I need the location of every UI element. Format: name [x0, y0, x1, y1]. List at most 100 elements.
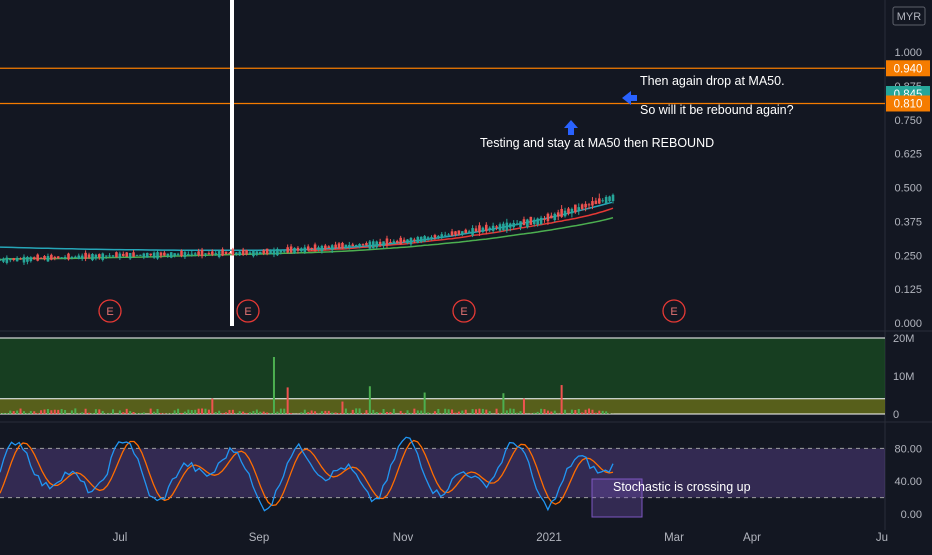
candle[interactable] [197, 251, 200, 255]
volume-bar[interactable] [256, 410, 258, 414]
volume-bar[interactable] [239, 411, 241, 414]
candle[interactable] [149, 254, 152, 256]
volume-bar[interactable] [174, 410, 176, 414]
candle[interactable] [12, 258, 15, 260]
candle[interactable] [273, 250, 276, 255]
volume-bar[interactable] [287, 387, 289, 414]
volume-bar[interactable] [403, 413, 405, 414]
candle[interactable] [173, 253, 176, 256]
candle[interactable] [526, 220, 529, 228]
volume-bar[interactable] [461, 411, 463, 414]
volume-bar[interactable] [465, 410, 467, 414]
candle[interactable] [115, 252, 118, 257]
candle[interactable] [143, 253, 146, 257]
candle[interactable] [317, 247, 320, 249]
candle[interactable] [540, 218, 543, 225]
volume-bar[interactable] [338, 413, 340, 414]
candle[interactable] [348, 245, 351, 247]
volume-bar[interactable] [16, 411, 18, 414]
candle[interactable] [40, 258, 43, 259]
volume-bar[interactable] [276, 412, 278, 414]
volume-bar[interactable] [122, 412, 124, 414]
volume-bar[interactable] [355, 408, 357, 414]
candle[interactable] [187, 254, 190, 255]
candle[interactable] [519, 221, 522, 227]
volume-bar[interactable] [328, 411, 330, 414]
candle[interactable] [43, 256, 46, 259]
volume-bar[interactable] [413, 409, 415, 414]
volume-bar[interactable] [451, 410, 453, 414]
candle[interactable] [382, 241, 385, 246]
volume-bar[interactable] [564, 410, 566, 414]
candle[interactable] [2, 259, 5, 262]
candle[interactable] [84, 253, 87, 259]
candle[interactable] [242, 250, 245, 255]
candle[interactable] [440, 234, 443, 238]
volume-bar[interactable] [71, 410, 73, 414]
volume-bar[interactable] [365, 410, 367, 414]
candle[interactable] [492, 226, 495, 231]
candle[interactable] [23, 257, 26, 263]
volume-bar[interactable] [280, 409, 282, 414]
volume-bar[interactable] [30, 411, 32, 414]
volume-bar[interactable] [362, 413, 364, 414]
candle[interactable] [321, 246, 324, 251]
volume-bar[interactable] [2, 413, 4, 414]
volume-bar[interactable] [119, 410, 121, 414]
volume-bar[interactable] [513, 409, 515, 414]
volume-bar[interactable] [160, 413, 162, 414]
candle[interactable] [516, 223, 519, 225]
candle[interactable] [283, 251, 286, 252]
volume-bar[interactable] [201, 408, 203, 414]
candle[interactable] [91, 254, 94, 260]
volume-bar[interactable] [198, 409, 200, 414]
candle[interactable] [105, 255, 108, 256]
volume-bar[interactable] [232, 410, 234, 414]
volume-bar[interactable] [400, 411, 402, 414]
volume-bar[interactable] [485, 410, 487, 414]
volume-bar[interactable] [472, 409, 474, 414]
candle[interactable] [16, 258, 19, 261]
candle[interactable] [290, 246, 293, 252]
volume-bar[interactable] [437, 409, 439, 414]
volume-bar[interactable] [270, 413, 272, 414]
candle[interactable] [461, 231, 464, 234]
volume-bar[interactable] [389, 412, 391, 414]
candle[interactable] [406, 239, 409, 243]
volume-bar[interactable] [300, 412, 302, 414]
candle[interactable] [160, 253, 163, 256]
volume-bar[interactable] [143, 412, 145, 414]
candle[interactable] [324, 246, 327, 249]
volume-bar[interactable] [153, 412, 155, 414]
candle[interactable] [194, 253, 197, 254]
candle[interactable] [245, 250, 248, 254]
volume-bar[interactable] [54, 410, 56, 414]
volume-bar[interactable] [181, 413, 183, 414]
candle[interactable] [314, 244, 317, 250]
candle[interactable] [232, 249, 235, 255]
volume-bar[interactable] [410, 413, 412, 414]
candle[interactable] [33, 257, 36, 259]
candle[interactable] [293, 248, 296, 254]
candle[interactable] [153, 253, 156, 258]
volume-bar[interactable] [184, 412, 186, 414]
volume-bar[interactable] [434, 411, 436, 414]
candle[interactable] [553, 214, 556, 220]
candle[interactable] [413, 240, 416, 241]
candle[interactable] [259, 252, 262, 254]
volume-bar[interactable] [454, 413, 456, 414]
candle[interactable] [30, 257, 33, 261]
volume-bar[interactable] [424, 393, 426, 414]
volume-bar[interactable] [605, 411, 607, 414]
candle[interactable] [218, 251, 221, 257]
candle[interactable] [458, 231, 461, 235]
volume-bar[interactable] [496, 409, 498, 414]
candle[interactable] [262, 250, 265, 253]
volume-bar[interactable] [235, 413, 237, 414]
volume-bar[interactable] [0, 413, 1, 414]
volume-bar[interactable] [376, 412, 378, 414]
candle[interactable] [26, 257, 29, 262]
volume-bar[interactable] [61, 409, 63, 414]
volume-bar[interactable] [218, 411, 220, 414]
volume-bar[interactable] [88, 413, 90, 414]
